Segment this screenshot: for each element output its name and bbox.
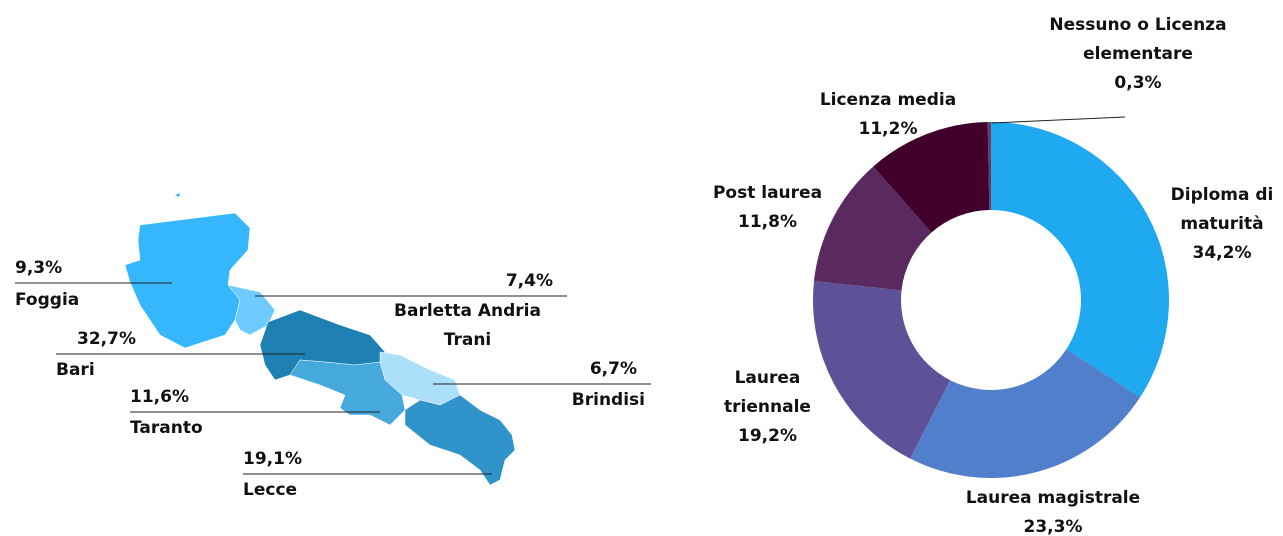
donut-segment: [987, 122, 991, 211]
value-label: 19,2%: [738, 426, 797, 446]
island: [175, 193, 180, 197]
province-name: Taranto: [130, 418, 203, 438]
category-name: Laurea triennale: [724, 368, 811, 417]
leader-line: [991, 116, 1126, 124]
province: [124, 212, 251, 349]
segment-label: Laurea triennale 19,2%: [700, 364, 835, 451]
value-label: 11,2%: [858, 119, 918, 139]
segment-label: Laurea magistrale 23,3%: [940, 484, 1166, 536]
donut-segment: [814, 166, 932, 291]
donut-segment: [991, 122, 1169, 398]
value-label: 7,4%: [505, 271, 553, 291]
donut-segment: [910, 349, 1141, 478]
value-label: 19,1%: [243, 449, 302, 469]
province: [227, 284, 276, 336]
province-name: Foggia: [15, 290, 80, 310]
value-label: 32,7%: [77, 329, 136, 349]
category-name: Post laurea: [712, 183, 823, 203]
category-name: Licenza media: [819, 90, 957, 110]
province: [404, 394, 516, 486]
value-label: 11,6%: [130, 387, 189, 407]
value-label: 0,3%: [1114, 73, 1162, 93]
category-name: Diploma di maturità: [1170, 185, 1274, 234]
value-label: 9,3%: [15, 258, 63, 278]
category-name: Nessuno o Licenza elementare: [1049, 15, 1227, 64]
value-label: 34,2%: [1192, 243, 1252, 263]
province: [289, 359, 406, 426]
segment-label: Diploma di maturità 34,2%: [1160, 181, 1283, 268]
donut-segment: [873, 122, 990, 233]
value-label: 23,3%: [1023, 517, 1083, 536]
province-name: Lecce: [243, 480, 298, 500]
value-label: 11,8%: [738, 212, 797, 232]
value-label: 6,7%: [589, 359, 637, 379]
province-name: Brindisi: [571, 390, 645, 410]
segment-label: Post laurea 11,8%: [700, 179, 835, 237]
segment-label: Licenza media 11,2%: [800, 86, 976, 144]
province-name: Bari: [56, 360, 95, 380]
donut-segment: [813, 281, 951, 459]
segment-label: Nessuno o Licenza elementare 0,3%: [1020, 11, 1256, 98]
province-name: Barletta Andria Trani: [394, 301, 541, 350]
category-name: Laurea magistrale: [965, 488, 1141, 508]
